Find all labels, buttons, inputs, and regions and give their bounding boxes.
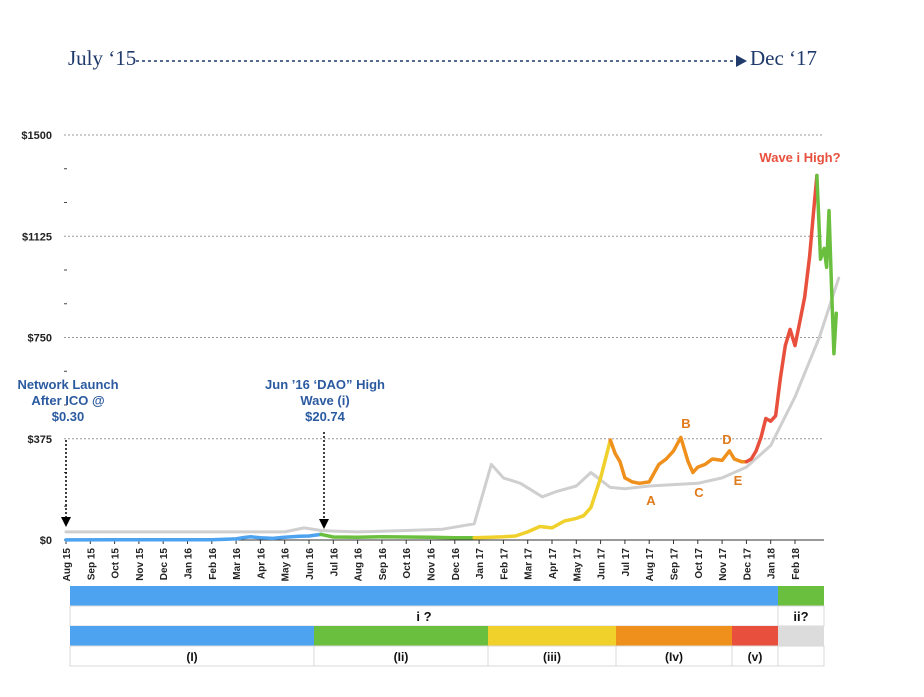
subwave-label-I: (I) [186,650,197,664]
launch-line1: Network Launch [17,377,119,392]
x-tick-label: Jul 17 [621,548,632,577]
wave-series-line [319,532,476,540]
x-tick-label: Jun 16 [305,548,316,580]
x-tick-label: Nov 17 [718,548,729,581]
x-tick-label: Sep 15 [86,548,97,581]
timeline-start-label: July ‘15 [68,46,137,70]
subwave-IV-bar [616,626,732,646]
triangle-label-a: A [646,493,656,508]
x-tick-label: Mar 16 [232,548,243,580]
wave-series-line [744,173,819,464]
triangle-label-d: D [722,432,731,447]
wave-series-line [815,173,839,356]
triangle-label-e: E [734,473,743,488]
x-tick-label: Nov 15 [135,548,146,581]
dao-line2: Wave (i) [300,393,350,408]
x-tick-label: Feb 17 [499,548,510,580]
x-tick-label: Aug 16 [354,548,365,582]
moving-average-line [64,276,841,534]
x-tick-label: Oct 16 [402,548,413,579]
x-tick-label: Dec 17 [742,548,753,581]
x-tick-label: Aug 15 [62,548,73,582]
y-tick-label: $375 [28,434,52,446]
x-tick-label: May 17 [572,548,583,582]
x-tick-label: May 16 [281,548,292,582]
y-tick-label: $750 [28,333,52,345]
x-tick-label: Dec 15 [159,548,170,581]
wave-i-label: i ? [416,609,431,624]
launch-arrowhead [61,517,71,527]
y-tick-label: $1500 [21,130,52,142]
subwave-label-row [69,645,825,667]
y-tick-label: $0 [40,535,52,547]
x-tick-label: Jan 18 [767,548,778,580]
x-tick-label: Nov 16 [427,548,438,581]
x-tick-label: Aug 17 [645,548,656,582]
x-tick-label: Apr 16 [256,548,267,580]
x-tick-label: Sep 16 [378,548,389,581]
timeline-arrowhead [736,55,747,67]
subwave-V-bar [732,626,778,646]
x-tick-label: Dec 16 [451,548,462,581]
x-tick-label: Feb 16 [208,548,219,580]
triangle-label-b: B [681,416,690,431]
y-axis: $1500 $1125 $750 $375 $0 [21,130,67,547]
launch-annotation: Network Launch After ICO @ $0.30 [8,377,128,425]
x-tick-label: Jan 17 [475,548,486,580]
subwave-ii-bar [778,626,824,646]
subwave-II-bar [314,626,488,646]
x-tick-label: Mar 17 [524,548,535,580]
dao-annotation: Jun ’16 ‘DAO” High Wave (i) $20.74 [245,377,405,425]
x-tick-label: Jun 17 [597,548,608,580]
wave-row2-box [69,605,825,627]
wave-count-bar: i ? ii? (I) (Ii) (iii) (Iv) (v) [69,586,825,667]
x-tick-label: Apr 17 [548,548,559,580]
dao-line1: Jun ’16 ‘DAO” High [265,377,385,392]
subwave-label-V: (v) [748,650,763,664]
dao-value: $20.74 [305,409,345,424]
x-tick-label: Oct 17 [694,548,705,579]
series-layer [64,173,841,542]
subwave-label-II: (Ii) [394,650,409,664]
subwave-I-bar [70,626,314,646]
subwave-III-bar [488,626,616,646]
subwave-label-III: (iii) [543,650,561,664]
x-tick-label: Sep 17 [670,548,681,581]
x-tick-label: Jan 16 [184,548,195,580]
wave-ii-bar [778,586,824,606]
wave-series-line [472,438,613,540]
wave-high-label: Wave i High? [759,150,840,165]
wave-series-line [64,532,323,542]
subwave-label-IV: (Iv) [665,650,683,664]
timeline-end-label: Dec ‘17 [750,46,818,70]
x-axis: Aug 15 Sep 15 Oct 15 Nov 15 Dec 15 Jan 16 Feb … [62,539,824,582]
x-tick-label: Feb 18 [791,548,802,580]
x-tick-label: Oct 15 [111,548,122,579]
y-tick-label: $1125 [22,231,52,243]
wave-i-bar [70,586,778,606]
wave-series-line [608,435,749,486]
triangle-label-c: C [694,485,704,500]
dao-arrowhead [319,519,329,529]
wave-ii-label: ii? [793,609,808,624]
x-tick-label: Jul 16 [329,548,340,577]
launch-value: $0.30 [51,409,85,424]
launch-line2: After ICO @ [31,393,105,408]
